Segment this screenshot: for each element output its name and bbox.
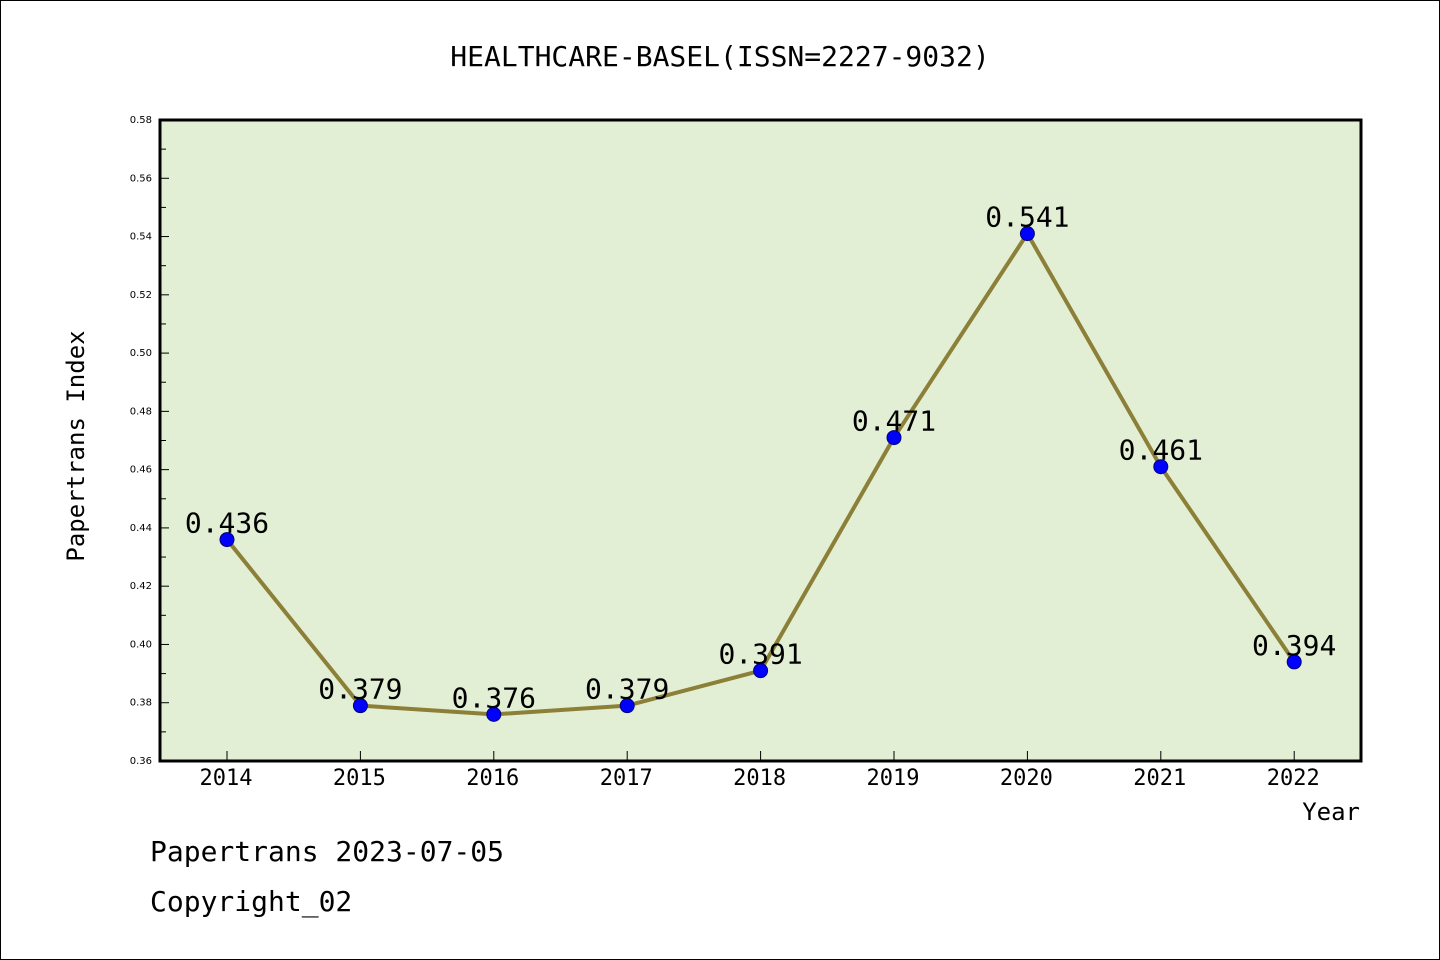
data-value-label: 0.391 bbox=[718, 638, 802, 671]
data-value-label: 0.379 bbox=[585, 673, 669, 706]
y-tick-label: 0.48 bbox=[130, 406, 152, 417]
data-point bbox=[619, 698, 635, 714]
data-value-labels: 0.436 0.379 0.376 0.379 0.391 0.471 0.541 0.461… bbox=[185, 201, 1336, 715]
y-tick-label: 0.56 bbox=[130, 173, 152, 184]
data-value-label: 0.436 bbox=[185, 507, 269, 540]
y-tick-label: 0.36 bbox=[130, 756, 152, 767]
y-tick-label: 0.58 bbox=[130, 115, 152, 126]
data-markers bbox=[219, 226, 1302, 722]
x-tick-label: 2018 bbox=[733, 766, 786, 791]
data-value-label: 0.394 bbox=[1252, 629, 1336, 662]
data-point bbox=[486, 706, 502, 722]
data-value-label: 0.376 bbox=[452, 681, 536, 714]
y-axis-label: Papertrans Index bbox=[62, 330, 90, 561]
data-value-label: 0.541 bbox=[985, 201, 1069, 234]
y-tick-label: 0.40 bbox=[130, 639, 152, 650]
x-tick-label: 2016 bbox=[466, 766, 519, 791]
x-tick-label: 2019 bbox=[867, 766, 920, 791]
x-tick-label: 2020 bbox=[1000, 766, 1053, 791]
y-tick-label: 0.44 bbox=[130, 523, 152, 534]
x-tick-label: 2022 bbox=[1267, 766, 1320, 791]
chart-title: HEALTHCARE-BASEL(ISSN=2227-9032) bbox=[450, 40, 989, 73]
data-point bbox=[352, 698, 368, 714]
x-axis-label: Year bbox=[1302, 798, 1360, 826]
data-value-label: 0.471 bbox=[852, 405, 936, 438]
y-tick-label: 0.46 bbox=[130, 465, 152, 476]
x-tick-label: 2021 bbox=[1133, 766, 1186, 791]
x-tick-label: 2017 bbox=[600, 766, 653, 791]
data-value-label: 0.461 bbox=[1119, 434, 1203, 467]
x-axis: 2014 2015 2016 2017 2018 2019 2020 2021 2022 bbox=[200, 751, 1320, 791]
data-point bbox=[1153, 459, 1169, 475]
plot-area bbox=[160, 120, 1361, 761]
y-tick-label: 0.54 bbox=[130, 232, 152, 243]
plot-border bbox=[158, 118, 1363, 763]
data-point bbox=[219, 532, 235, 548]
data-value-label: 0.379 bbox=[318, 673, 402, 706]
data-point bbox=[753, 663, 769, 679]
data-point bbox=[1286, 654, 1302, 670]
footer-copyright: Copyright_02 bbox=[150, 885, 353, 918]
x-tick-label: 2014 bbox=[200, 766, 253, 791]
y-tick-label: 0.42 bbox=[130, 581, 152, 592]
y-tick-label: 0.50 bbox=[130, 348, 152, 359]
x-tick-label: 2015 bbox=[333, 766, 386, 791]
y-tick-label: 0.52 bbox=[130, 290, 152, 301]
y-tick-label: 0.38 bbox=[130, 698, 152, 709]
data-point bbox=[886, 430, 902, 446]
footer-date: Papertrans 2023-07-05 bbox=[150, 835, 505, 868]
data-point bbox=[1019, 226, 1035, 242]
